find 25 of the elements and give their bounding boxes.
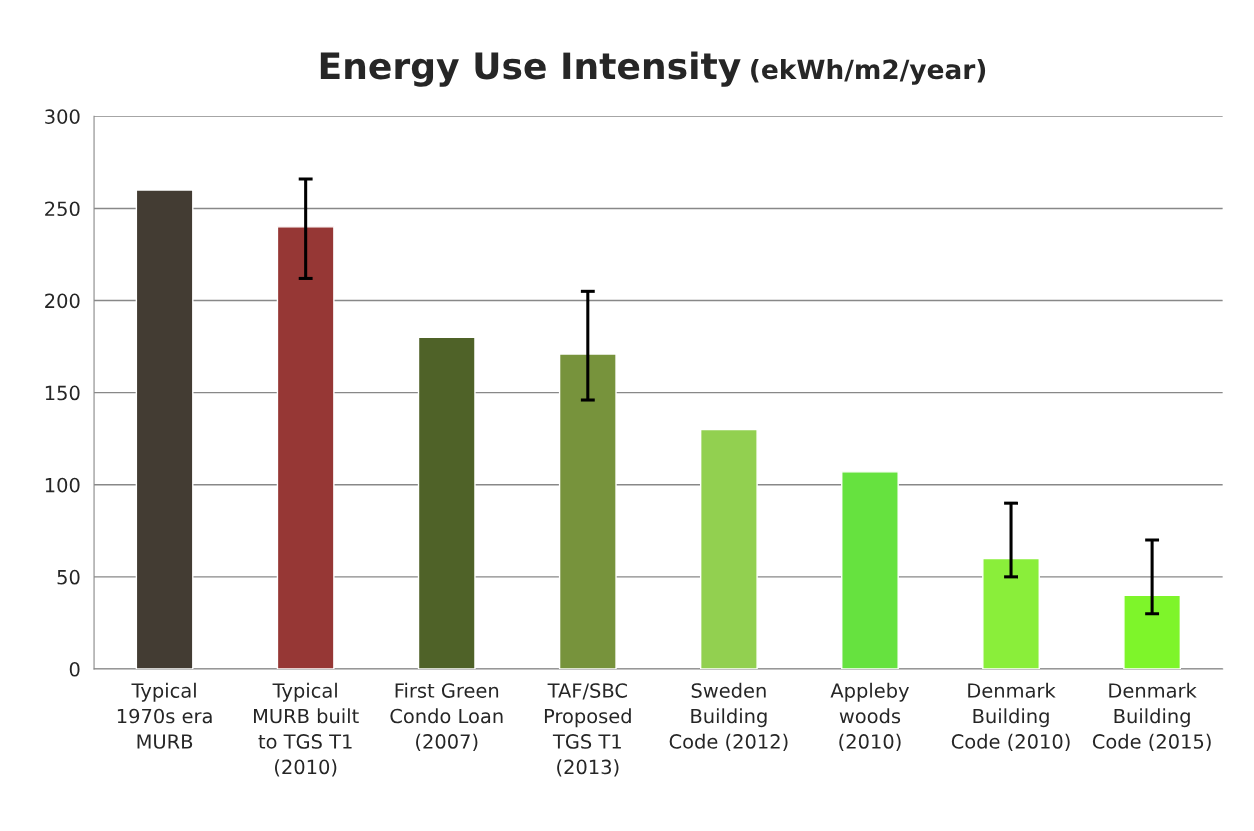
- y-tick-label: 250: [45, 201, 80, 217]
- x-tick-label: Appleby woods (2010): [830, 682, 909, 752]
- x-tick-label: Denmark Building Code (2010): [951, 682, 1070, 752]
- y-tick-label: 50: [57, 569, 80, 585]
- y-tick-label: 150: [45, 385, 80, 401]
- y-tick-label: 200: [45, 293, 80, 309]
- bar: [276, 226, 335, 669]
- y-tick-label: 100: [45, 477, 80, 493]
- bar: [1123, 594, 1182, 669]
- y-tick-label: 0: [69, 661, 80, 677]
- bar: [841, 471, 899, 669]
- bar: [135, 189, 194, 669]
- bar: [417, 336, 476, 669]
- x-tick-label: Typical 1970s era MURB: [117, 682, 212, 749]
- y-tick-label: 300: [45, 109, 80, 124]
- bar: [982, 557, 1040, 669]
- bar: [558, 353, 617, 669]
- x-tick-label: Denmark Building Code (2015): [1092, 682, 1211, 752]
- x-tick-label: First Green Condo Loan (2007): [390, 682, 503, 752]
- x-tick-label: Sweden Building Code (2012): [669, 682, 788, 752]
- x-tick-label: TAF/SBC Proposed TGS T1 (2013): [544, 683, 631, 777]
- chart-subtitle: (ekWh/m2/year): [751, 58, 986, 85]
- bar: [699, 428, 758, 669]
- x-tick-label: Typical MURB built to TGS T1 (2010): [254, 682, 359, 777]
- chart-title: Energy Use Intensity: [320, 51, 741, 87]
